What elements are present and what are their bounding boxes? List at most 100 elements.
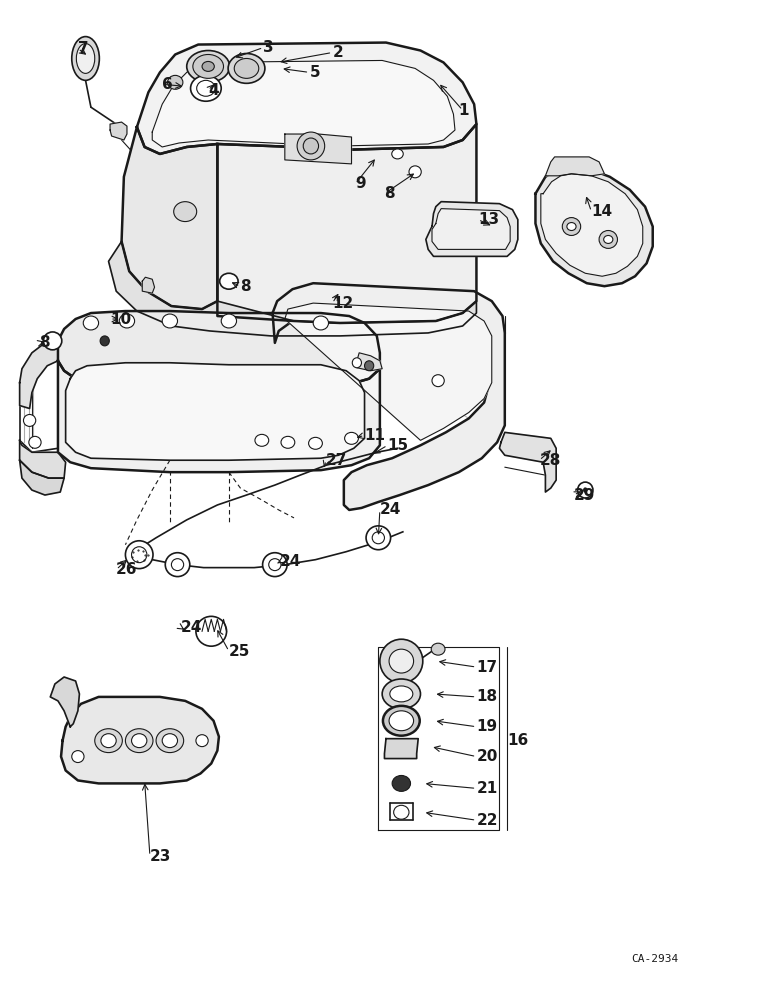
Ellipse shape — [83, 316, 99, 330]
Ellipse shape — [162, 734, 178, 748]
Polygon shape — [546, 157, 604, 176]
Text: 5: 5 — [310, 65, 320, 80]
Text: CA-2934: CA-2934 — [631, 954, 679, 964]
Ellipse shape — [577, 482, 593, 498]
Text: 20: 20 — [476, 749, 498, 764]
Ellipse shape — [380, 639, 423, 683]
Ellipse shape — [156, 729, 184, 753]
Ellipse shape — [313, 316, 329, 330]
Ellipse shape — [23, 414, 36, 426]
Ellipse shape — [171, 559, 184, 571]
Text: 8: 8 — [39, 335, 50, 350]
Polygon shape — [66, 363, 364, 460]
Ellipse shape — [165, 553, 190, 577]
Ellipse shape — [372, 532, 384, 544]
Text: 22: 22 — [476, 813, 498, 828]
Ellipse shape — [303, 138, 319, 154]
Text: 24: 24 — [280, 554, 302, 569]
Polygon shape — [19, 440, 66, 478]
Ellipse shape — [193, 54, 224, 78]
Ellipse shape — [162, 314, 178, 328]
Ellipse shape — [255, 434, 269, 446]
Ellipse shape — [29, 436, 41, 448]
Text: 18: 18 — [476, 689, 498, 704]
Ellipse shape — [297, 132, 325, 160]
Polygon shape — [137, 43, 476, 154]
Text: 24: 24 — [181, 620, 202, 635]
Ellipse shape — [196, 735, 208, 747]
Ellipse shape — [228, 53, 265, 83]
Polygon shape — [285, 134, 351, 164]
Text: 3: 3 — [263, 40, 274, 55]
Text: 14: 14 — [591, 204, 612, 219]
Ellipse shape — [101, 734, 117, 748]
Polygon shape — [384, 739, 418, 759]
Text: 8: 8 — [240, 279, 251, 294]
Ellipse shape — [100, 336, 110, 346]
Text: 1: 1 — [459, 103, 469, 118]
Polygon shape — [19, 341, 58, 409]
Polygon shape — [541, 174, 643, 276]
Text: 23: 23 — [150, 849, 171, 864]
Text: 2: 2 — [333, 45, 343, 60]
Ellipse shape — [567, 223, 576, 231]
Ellipse shape — [390, 686, 413, 702]
Ellipse shape — [394, 805, 409, 819]
Ellipse shape — [604, 235, 613, 243]
Text: 7: 7 — [78, 41, 89, 56]
Ellipse shape — [187, 51, 229, 82]
Polygon shape — [50, 677, 80, 727]
Text: 17: 17 — [476, 660, 498, 675]
Ellipse shape — [168, 75, 183, 89]
Ellipse shape — [432, 643, 445, 655]
Polygon shape — [426, 202, 518, 256]
Polygon shape — [19, 460, 64, 495]
Polygon shape — [142, 277, 154, 293]
Text: 6: 6 — [162, 77, 173, 92]
Text: 9: 9 — [355, 176, 366, 191]
Ellipse shape — [389, 711, 414, 731]
Ellipse shape — [131, 547, 147, 563]
Ellipse shape — [392, 775, 411, 791]
Text: 19: 19 — [476, 719, 498, 734]
Ellipse shape — [72, 37, 100, 80]
Text: 15: 15 — [388, 438, 408, 453]
Ellipse shape — [391, 149, 403, 159]
Ellipse shape — [269, 559, 281, 571]
Ellipse shape — [432, 375, 444, 387]
Text: 25: 25 — [229, 644, 250, 659]
Ellipse shape — [197, 80, 215, 96]
Ellipse shape — [352, 358, 361, 368]
Ellipse shape — [43, 332, 62, 350]
Ellipse shape — [382, 679, 421, 709]
Ellipse shape — [120, 314, 134, 328]
Ellipse shape — [281, 436, 295, 448]
Polygon shape — [536, 167, 652, 286]
Ellipse shape — [191, 75, 222, 101]
Ellipse shape — [202, 61, 215, 71]
Ellipse shape — [383, 706, 420, 736]
Polygon shape — [285, 303, 492, 440]
Text: 27: 27 — [327, 453, 347, 468]
Ellipse shape — [76, 44, 95, 73]
Ellipse shape — [562, 218, 581, 235]
Text: 24: 24 — [380, 502, 401, 517]
Polygon shape — [499, 432, 556, 492]
Ellipse shape — [234, 58, 259, 78]
Polygon shape — [58, 311, 380, 386]
Text: 8: 8 — [384, 186, 395, 201]
Ellipse shape — [366, 526, 391, 550]
Text: 10: 10 — [110, 312, 131, 327]
Ellipse shape — [125, 541, 153, 569]
Text: 16: 16 — [507, 733, 528, 748]
Text: 4: 4 — [208, 83, 218, 98]
Ellipse shape — [584, 488, 587, 492]
Text: 26: 26 — [117, 562, 137, 577]
Ellipse shape — [309, 437, 323, 449]
Ellipse shape — [262, 553, 287, 577]
Ellipse shape — [599, 231, 618, 248]
Text: 12: 12 — [333, 296, 354, 311]
Ellipse shape — [344, 432, 358, 444]
Polygon shape — [109, 241, 476, 336]
Ellipse shape — [222, 314, 236, 328]
